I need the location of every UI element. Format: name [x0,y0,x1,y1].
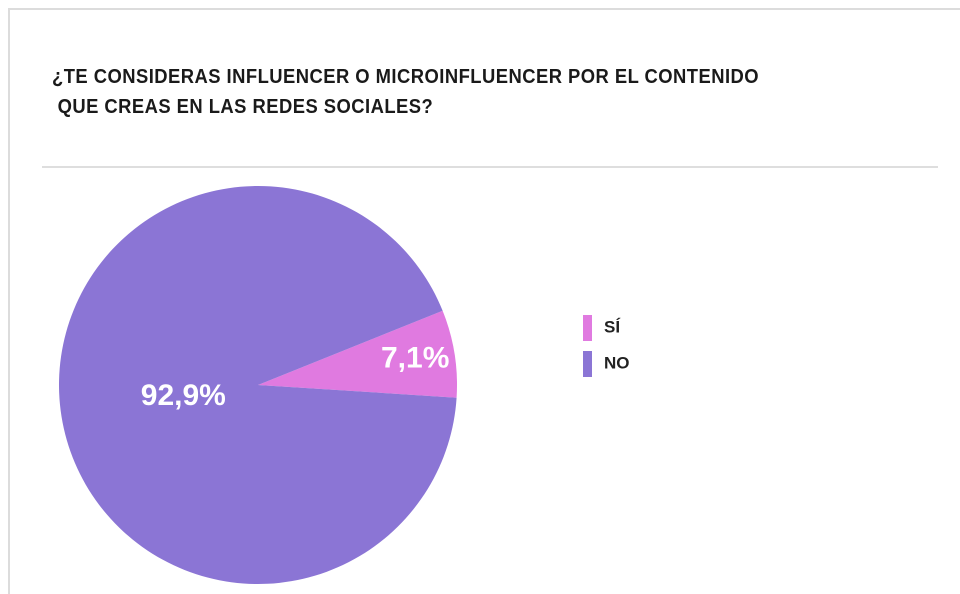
legend-label: SÍ [604,317,621,336]
legend-swatch [583,315,592,341]
data-label: 92,9% [141,379,226,412]
data-label: 7,1% [381,342,449,375]
frame [8,8,960,594]
separator [42,166,938,168]
chart-title: ¿TE CONSIDERAS INFLUENCER O MICROINFLUEN… [52,66,760,118]
legend-swatch [583,351,592,377]
pie-slice [58,185,457,584]
pie-slice [258,310,457,398]
legend-label: NO [604,353,630,372]
